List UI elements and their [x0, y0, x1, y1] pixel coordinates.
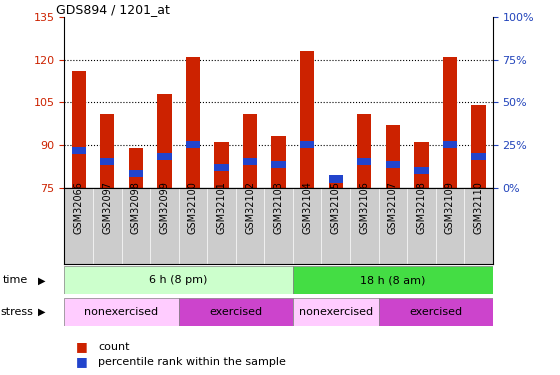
Text: 6 h (8 pm): 6 h (8 pm): [150, 275, 208, 285]
Bar: [72, 71, 86, 188]
Bar: [329, 176, 343, 188]
Text: percentile rank within the sample: percentile rank within the sample: [98, 357, 286, 367]
Bar: [214, 142, 228, 188]
Bar: [64, 266, 293, 294]
Bar: [243, 158, 257, 165]
Bar: [357, 158, 371, 165]
Text: count: count: [98, 342, 129, 352]
Bar: [272, 136, 286, 188]
Bar: [329, 176, 343, 183]
Bar: [129, 170, 143, 177]
Text: ▶: ▶: [38, 275, 45, 285]
Bar: [186, 57, 200, 188]
Text: 18 h (8 am): 18 h (8 am): [360, 275, 426, 285]
Bar: [293, 298, 379, 326]
Text: ■: ■: [76, 356, 87, 368]
Bar: [386, 125, 400, 188]
Bar: [64, 298, 179, 326]
Bar: [472, 153, 486, 160]
Bar: [379, 298, 493, 326]
Bar: [157, 94, 171, 188]
Text: stress: stress: [1, 307, 34, 317]
Text: exercised: exercised: [209, 307, 262, 317]
Bar: [357, 114, 371, 188]
Bar: [414, 142, 428, 188]
Bar: [100, 114, 114, 188]
Bar: [243, 114, 257, 188]
Bar: [293, 266, 493, 294]
Text: ■: ■: [76, 340, 87, 353]
Bar: [386, 161, 400, 168]
Bar: [129, 148, 143, 188]
Bar: [300, 141, 314, 148]
Bar: [272, 161, 286, 168]
Bar: [186, 141, 200, 148]
Bar: [414, 167, 428, 174]
Bar: [179, 298, 293, 326]
Bar: [472, 105, 486, 188]
Text: ▶: ▶: [38, 307, 45, 317]
Bar: [72, 147, 86, 154]
Bar: [214, 164, 228, 171]
Text: nonexercised: nonexercised: [85, 307, 158, 317]
Bar: [100, 158, 114, 165]
Text: nonexercised: nonexercised: [298, 307, 373, 317]
Text: GDS894 / 1201_at: GDS894 / 1201_at: [56, 3, 170, 16]
Text: time: time: [3, 275, 28, 285]
Bar: [300, 51, 314, 188]
Text: exercised: exercised: [409, 307, 462, 317]
Bar: [157, 153, 171, 160]
Bar: [443, 57, 457, 188]
Bar: [443, 141, 457, 148]
